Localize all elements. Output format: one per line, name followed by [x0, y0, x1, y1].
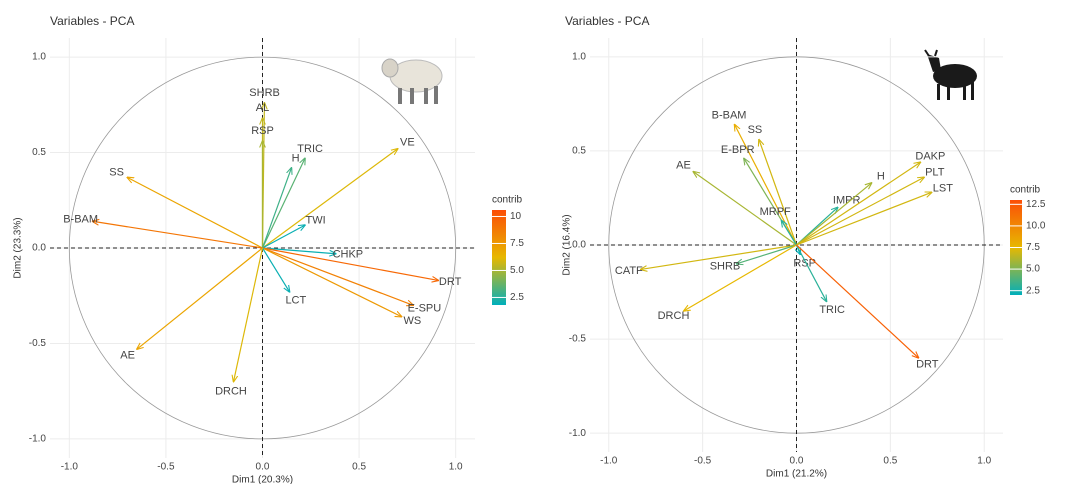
x-axis-title: Dim1 (21.2%) [766, 469, 827, 480]
variable-arrow [263, 168, 292, 248]
variable-arrow [263, 158, 306, 248]
variable-label: B-BAM [63, 214, 98, 226]
y-tick-label: -0.5 [569, 334, 587, 345]
colorbar-tick-label: 2.5 [1026, 285, 1040, 296]
x-tick-label: 0.0 [790, 456, 804, 467]
variable-arrow [797, 245, 919, 358]
variable-label: VE [400, 137, 415, 149]
colorbar-tick-label: 10 [510, 211, 522, 222]
chart-title: Variables - PCA [50, 14, 134, 28]
variable-label: SHRB [710, 261, 741, 273]
x-tick-label: 0.5 [352, 462, 366, 473]
y-tick-label: -1.0 [569, 428, 587, 439]
variable-label: RSP [251, 125, 274, 137]
y-tick-label: 0.5 [572, 146, 586, 157]
variable-label: WS [403, 315, 421, 327]
x-tick-label: 0.5 [883, 456, 897, 467]
variable-arrow [736, 245, 796, 264]
x-tick-label: -0.5 [694, 456, 712, 467]
variable-label: E-BPR [721, 144, 755, 156]
colorbar-tick-label: 7.5 [510, 238, 524, 249]
variable-label: DRCH [658, 310, 690, 322]
colorbar-tick-label: 2.5 [510, 292, 524, 303]
variable-label: CHKP [333, 248, 364, 260]
variable-label: SS [109, 167, 124, 179]
y-tick-label: -1.0 [29, 434, 47, 445]
x-tick-label: 1.0 [449, 462, 463, 473]
x-tick-label: -1.0 [61, 462, 79, 473]
variable-label: DAKP [915, 151, 945, 163]
x-tick-label: -0.5 [157, 462, 175, 473]
y-tick-label: -0.5 [29, 338, 47, 349]
variable-label: AE [120, 349, 135, 361]
variable-label: SS [748, 124, 763, 136]
variable-label: B-BAM [712, 110, 747, 122]
variable-label: AE [676, 160, 691, 172]
variable-label: DRCH [215, 385, 247, 397]
variable-label: DRT [439, 276, 462, 288]
variable-arrow [735, 125, 797, 245]
variable-arrow [263, 149, 398, 248]
legend-title: contrib [1010, 185, 1040, 196]
goat-icon [925, 50, 977, 100]
x-tick-label: 1.0 [977, 456, 991, 467]
variable-label: TRIC [297, 143, 323, 155]
variable-label: H [292, 152, 300, 164]
variable-label: H [877, 170, 885, 182]
x-tick-label: -1.0 [600, 456, 618, 467]
variable-label: DRT [916, 359, 939, 371]
chart-title: Variables - PCA [565, 14, 649, 28]
variable-arrow [263, 225, 306, 248]
variable-arrow [797, 245, 827, 301]
variable-label: LCT [285, 294, 306, 306]
x-axis-title: Dim1 (20.3%) [232, 475, 293, 484]
colorbar-tick-label: 5.0 [1026, 264, 1040, 275]
colorbar-tick-label: 10.0 [1026, 221, 1046, 232]
y-axis-title: Dim2 (16.4%) [562, 214, 573, 275]
variable-label: AL [256, 102, 269, 114]
variable-label: LST [933, 183, 953, 195]
sheep-icon [382, 59, 442, 104]
colorbar-tick-label: 7.5 [1026, 242, 1040, 253]
variable-arrow [684, 245, 797, 311]
variable-arrow [797, 177, 925, 245]
y-tick-label: 1.0 [32, 52, 46, 63]
x-tick-label: 0.0 [256, 462, 270, 473]
colorbar [492, 210, 506, 305]
variable-label: TWI [305, 214, 325, 226]
colorbar-tick-label: 12.5 [1026, 199, 1046, 210]
variable-label: PLT [925, 166, 945, 178]
y-tick-label: 1.0 [572, 51, 586, 62]
y-tick-label: 0.5 [32, 147, 46, 158]
variable-label: MRPF [760, 206, 791, 218]
variable-label: TRIC [819, 304, 845, 316]
variable-label: SHRB [249, 87, 280, 99]
variable-arrow [797, 183, 872, 245]
variable-label: E-SPU [408, 303, 442, 315]
y-axis-title: Dim2 (23.3%) [13, 217, 24, 278]
y-tick-label: 0.0 [32, 243, 46, 254]
variable-label: CATF [615, 265, 643, 277]
y-tick-label: 0.0 [572, 240, 586, 251]
colorbar-tick-label: 5.0 [510, 265, 524, 276]
chart-page: Variables - PCA -1.0 -0.5 0.0 0.5 1.0 -1.0 -0.5… [0, 0, 1066, 484]
legend-title: contrib [492, 195, 522, 206]
